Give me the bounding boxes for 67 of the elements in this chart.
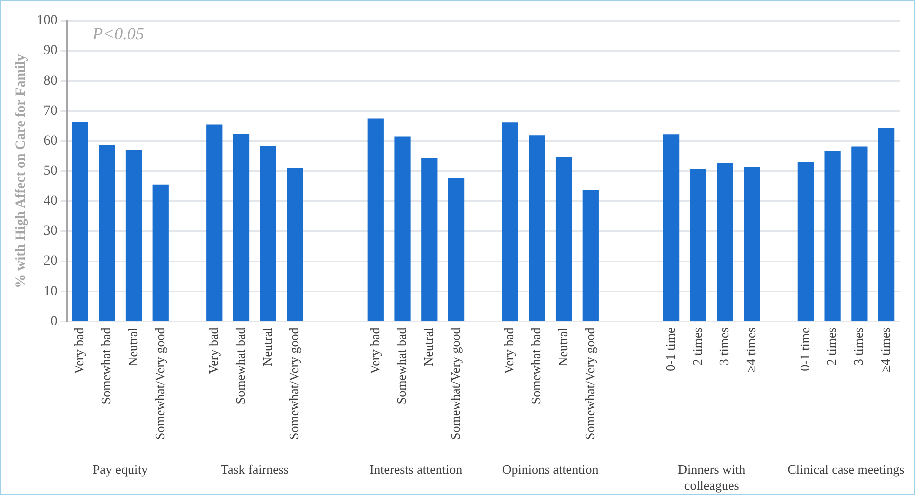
bar bbox=[368, 118, 384, 321]
bar bbox=[556, 157, 572, 321]
bar bbox=[287, 168, 304, 321]
text: Task fairness bbox=[220, 462, 289, 477]
x-tick-label: Neutral bbox=[555, 327, 570, 367]
x-tick-label: Somewhat bad bbox=[528, 327, 544, 405]
bar bbox=[529, 136, 546, 321]
text: Dinners with colleagues bbox=[678, 462, 746, 493]
bar bbox=[394, 136, 411, 321]
y-tick-label: 40 bbox=[44, 194, 58, 210]
x-tick-label: 0-1 time bbox=[662, 327, 678, 372]
bar bbox=[502, 122, 518, 321]
text: Opinions attention bbox=[502, 462, 600, 477]
x-tick-label: Somewhat/Very good bbox=[286, 327, 302, 440]
text: Interests attention bbox=[370, 462, 464, 477]
x-tick-label: 2 times bbox=[690, 328, 705, 366]
bar bbox=[824, 152, 841, 321]
bar bbox=[422, 158, 438, 321]
x-tick-label: Somewhat bad bbox=[98, 327, 114, 405]
bar bbox=[582, 190, 599, 321]
y-tick-label: 30 bbox=[44, 224, 58, 240]
x-tick-label: Somewhat/Very good bbox=[152, 327, 168, 440]
text: Pay equity bbox=[92, 462, 149, 477]
bar bbox=[99, 145, 116, 321]
x-tick-label: Neutral bbox=[125, 327, 140, 367]
y-tick-label: 60 bbox=[44, 134, 58, 149]
x-tick-label: 2 times bbox=[824, 328, 840, 366]
bar bbox=[72, 122, 88, 321]
x-tick-label: 0-1 time bbox=[797, 327, 812, 372]
x-tick-label: Neutral bbox=[421, 327, 436, 367]
y-tick-label: 100 bbox=[36, 14, 58, 29]
annotation: P<0.05 bbox=[92, 24, 144, 44]
bar bbox=[233, 134, 250, 321]
y-tick-label: 80 bbox=[44, 74, 58, 89]
bar bbox=[717, 164, 734, 321]
x-tick-label: Very bad bbox=[72, 327, 87, 374]
x-tick-label: 3 times bbox=[716, 328, 732, 366]
bar bbox=[852, 146, 868, 321]
y-tick-label: 0 bbox=[50, 314, 58, 330]
text: Clinical case meetings bbox=[788, 462, 905, 477]
x-tick-label: Somewhat/Very good bbox=[582, 327, 598, 440]
y-tick-label: 50 bbox=[44, 164, 58, 180]
x-tick-label: ≥4 times bbox=[744, 328, 759, 373]
y-tick-label: 70 bbox=[44, 104, 58, 119]
x-tick-label: Neutral bbox=[260, 327, 275, 367]
bar bbox=[878, 128, 895, 321]
x-tick-label: Very bad bbox=[502, 327, 517, 374]
bar bbox=[448, 178, 465, 321]
bar bbox=[206, 124, 223, 321]
x-tick-label: Somewhat/Very good bbox=[448, 327, 463, 440]
y-tick-label: 20 bbox=[44, 254, 58, 270]
x-tick-label: Very bad bbox=[367, 327, 382, 374]
x-tick-label: Very bad bbox=[206, 327, 222, 374]
x-tick-label: ≥4 times bbox=[878, 328, 893, 373]
bar bbox=[260, 146, 276, 321]
bar bbox=[744, 167, 760, 321]
y-tick-label: 10 bbox=[44, 284, 58, 300]
bar bbox=[126, 150, 142, 321]
bar bbox=[663, 134, 680, 321]
bar bbox=[798, 162, 814, 321]
x-tick-label: Somewhat bad bbox=[232, 327, 248, 405]
bar bbox=[690, 170, 706, 321]
x-tick-label: 3 times bbox=[851, 328, 866, 366]
bar bbox=[152, 184, 169, 321]
y-axis-title: % with High Affect on Care for Family bbox=[14, 54, 30, 288]
x-tick-label: Somewhat bad bbox=[394, 327, 410, 405]
y-tick-label: 90 bbox=[44, 44, 58, 59]
